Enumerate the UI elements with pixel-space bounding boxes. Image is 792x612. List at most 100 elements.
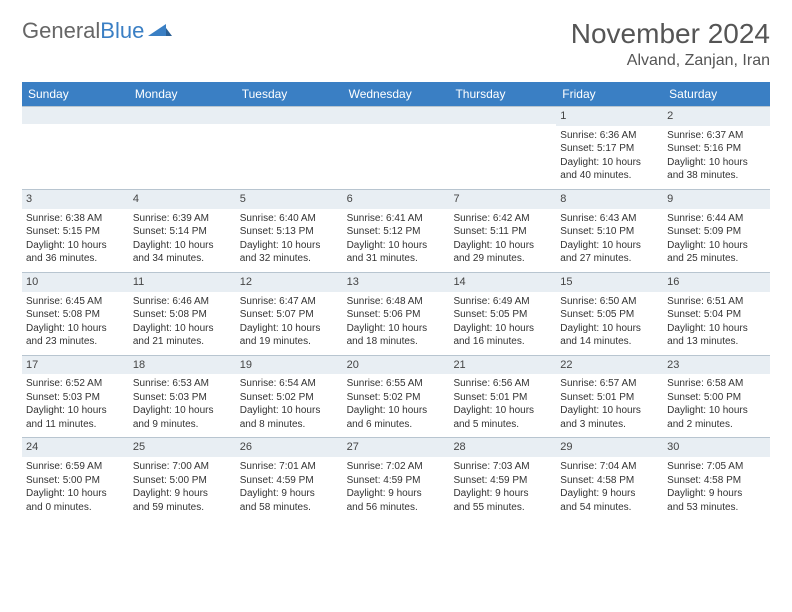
day-cell: 11Sunrise: 6:46 AMSunset: 5:08 PMDayligh… [129, 273, 236, 355]
sunrise-text: Sunrise: 7:03 AM [453, 460, 552, 474]
daylight1-text: Daylight: 9 hours [240, 487, 339, 501]
daylight2-text: and 31 minutes. [347, 252, 446, 266]
daylight2-text: and 32 minutes. [240, 252, 339, 266]
day-cell: 30Sunrise: 7:05 AMSunset: 4:58 PMDayligh… [663, 438, 770, 520]
weeks-container: 1Sunrise: 6:36 AMSunset: 5:17 PMDaylight… [22, 106, 770, 520]
sunrise-text: Sunrise: 6:42 AM [453, 212, 552, 226]
day-number: 8 [556, 190, 663, 209]
daylight1-text: Daylight: 10 hours [667, 156, 766, 170]
dow-cell: Sunday [22, 82, 129, 106]
sunrise-text: Sunrise: 6:56 AM [453, 377, 552, 391]
day-number: 10 [22, 273, 129, 292]
week-row: 1Sunrise: 6:36 AMSunset: 5:17 PMDaylight… [22, 106, 770, 189]
day-number: 3 [22, 190, 129, 209]
daylight1-text: Daylight: 10 hours [240, 404, 339, 418]
day-cell: 13Sunrise: 6:48 AMSunset: 5:06 PMDayligh… [343, 273, 450, 355]
daylight2-text: and 14 minutes. [560, 335, 659, 349]
day-cell: 15Sunrise: 6:50 AMSunset: 5:05 PMDayligh… [556, 273, 663, 355]
daylight1-text: Daylight: 10 hours [240, 239, 339, 253]
sunrise-text: Sunrise: 6:48 AM [347, 295, 446, 309]
day-cell: 29Sunrise: 7:04 AMSunset: 4:58 PMDayligh… [556, 438, 663, 520]
day-cell: 24Sunrise: 6:59 AMSunset: 5:00 PMDayligh… [22, 438, 129, 520]
daylight2-text: and 16 minutes. [453, 335, 552, 349]
day-number: 17 [22, 356, 129, 375]
sunrise-text: Sunrise: 6:47 AM [240, 295, 339, 309]
sunset-text: Sunset: 5:02 PM [240, 391, 339, 405]
daylight2-text: and 11 minutes. [26, 418, 125, 432]
day-cell: 14Sunrise: 6:49 AMSunset: 5:05 PMDayligh… [449, 273, 556, 355]
daylight1-text: Daylight: 10 hours [560, 404, 659, 418]
daylight1-text: Daylight: 10 hours [453, 239, 552, 253]
sunset-text: Sunset: 5:01 PM [453, 391, 552, 405]
day-number: 6 [343, 190, 450, 209]
sunset-text: Sunset: 5:04 PM [667, 308, 766, 322]
sunset-text: Sunset: 5:08 PM [26, 308, 125, 322]
day-number: 28 [449, 438, 556, 457]
daylight1-text: Daylight: 10 hours [347, 239, 446, 253]
sunrise-text: Sunrise: 6:59 AM [26, 460, 125, 474]
sunrise-text: Sunrise: 7:01 AM [240, 460, 339, 474]
sunrise-text: Sunrise: 7:05 AM [667, 460, 766, 474]
week-row: 3Sunrise: 6:38 AMSunset: 5:15 PMDaylight… [22, 189, 770, 272]
sunset-text: Sunset: 4:59 PM [453, 474, 552, 488]
day-cell: 12Sunrise: 6:47 AMSunset: 5:07 PMDayligh… [236, 273, 343, 355]
day-cell: 28Sunrise: 7:03 AMSunset: 4:59 PMDayligh… [449, 438, 556, 520]
sunset-text: Sunset: 5:17 PM [560, 142, 659, 156]
sunrise-text: Sunrise: 6:45 AM [26, 295, 125, 309]
daylight2-text: and 53 minutes. [667, 501, 766, 515]
logo-text-1: General [22, 18, 100, 44]
dow-cell: Friday [556, 82, 663, 106]
sunset-text: Sunset: 4:59 PM [240, 474, 339, 488]
month-title: November 2024 [571, 18, 770, 50]
daylight2-text: and 6 minutes. [347, 418, 446, 432]
daylight2-text: and 13 minutes. [667, 335, 766, 349]
daylight2-text: and 55 minutes. [453, 501, 552, 515]
daylight1-text: Daylight: 10 hours [26, 487, 125, 501]
day-number: 14 [449, 273, 556, 292]
week-row: 24Sunrise: 6:59 AMSunset: 5:00 PMDayligh… [22, 437, 770, 520]
sunset-text: Sunset: 5:03 PM [26, 391, 125, 405]
daylight1-text: Daylight: 10 hours [26, 404, 125, 418]
day-cell: 5Sunrise: 6:40 AMSunset: 5:13 PMDaylight… [236, 190, 343, 272]
day-cell: 23Sunrise: 6:58 AMSunset: 5:00 PMDayligh… [663, 356, 770, 438]
daylight1-text: Daylight: 10 hours [26, 322, 125, 336]
daylight2-text: and 25 minutes. [667, 252, 766, 266]
sunrise-text: Sunrise: 6:53 AM [133, 377, 232, 391]
logo: GeneralBlue [22, 18, 172, 44]
daylight1-text: Daylight: 10 hours [26, 239, 125, 253]
daylight1-text: Daylight: 10 hours [133, 404, 232, 418]
day-number [22, 107, 129, 124]
day-cell: 20Sunrise: 6:55 AMSunset: 5:02 PMDayligh… [343, 356, 450, 438]
daylight1-text: Daylight: 10 hours [560, 239, 659, 253]
daylight1-text: Daylight: 10 hours [347, 404, 446, 418]
day-cell: 27Sunrise: 7:02 AMSunset: 4:59 PMDayligh… [343, 438, 450, 520]
day-cell: 10 Sunrise: 6:45 AMSunset: 5:08 PMDayligh… [22, 273, 129, 355]
sunset-text: Sunset: 5:16 PM [667, 142, 766, 156]
sunset-text: Sunset: 5:11 PM [453, 225, 552, 239]
sunrise-text: Sunrise: 6:39 AM [133, 212, 232, 226]
day-cell: 26Sunrise: 7:01 AMSunset: 4:59 PMDayligh… [236, 438, 343, 520]
sunrise-text: Sunrise: 7:00 AM [133, 460, 232, 474]
day-cell [449, 107, 556, 189]
day-cell: 1Sunrise: 6:36 AMSunset: 5:17 PMDaylight… [556, 107, 663, 189]
sunset-text: Sunset: 4:59 PM [347, 474, 446, 488]
sunrise-text: Sunrise: 6:43 AM [560, 212, 659, 226]
day-number: 19 [236, 356, 343, 375]
dow-cell: Thursday [449, 82, 556, 106]
calendar: SundayMondayTuesdayWednesdayThursdayFrid… [22, 82, 770, 520]
sunset-text: Sunset: 5:02 PM [347, 391, 446, 405]
sunset-text: Sunset: 5:09 PM [667, 225, 766, 239]
day-number: 11 [129, 273, 236, 292]
daylight2-text: and 3 minutes. [560, 418, 659, 432]
daylight1-text: Daylight: 10 hours [667, 239, 766, 253]
daylight2-text: and 18 minutes. [347, 335, 446, 349]
days-of-week-row: SundayMondayTuesdayWednesdayThursdayFrid… [22, 82, 770, 106]
sunset-text: Sunset: 5:14 PM [133, 225, 232, 239]
sunset-text: Sunset: 5:00 PM [667, 391, 766, 405]
daylight1-text: Daylight: 10 hours [133, 322, 232, 336]
title-block: November 2024 Alvand, Zanjan, Iran [571, 18, 770, 70]
day-cell: 9Sunrise: 6:44 AMSunset: 5:09 PMDaylight… [663, 190, 770, 272]
sunset-text: Sunset: 5:10 PM [560, 225, 659, 239]
daylight1-text: Daylight: 10 hours [667, 404, 766, 418]
daylight1-text: Daylight: 10 hours [667, 322, 766, 336]
